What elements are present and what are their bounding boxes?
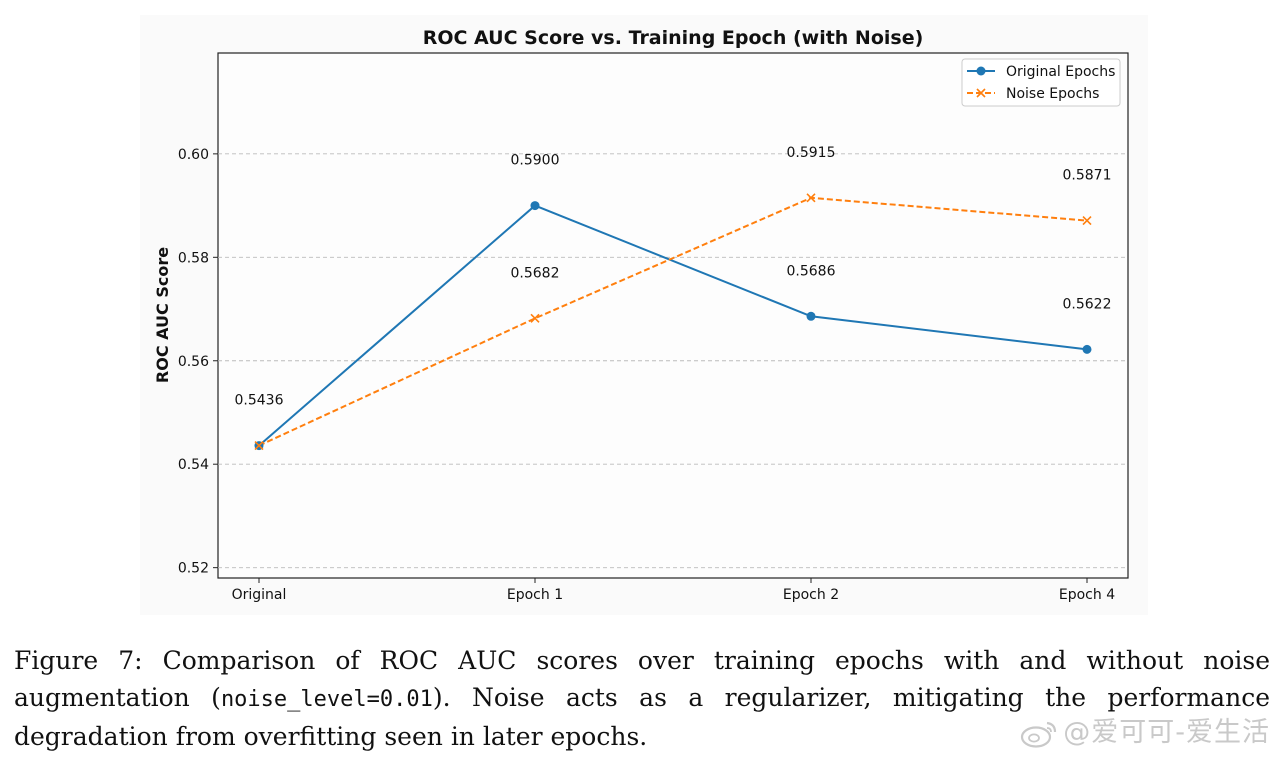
axis-ticks: 0.52 0.54 0.56 0.58 0.60 Original Epoch 1 Epoch… bbox=[178, 147, 1115, 603]
x-tick-label: Epoch 2 bbox=[783, 587, 839, 603]
y-tick-label: 0.52 bbox=[178, 561, 209, 577]
data-label-original: 0.5686 bbox=[787, 263, 836, 279]
legend-marker-noise bbox=[976, 88, 986, 98]
y-tick-label: 0.56 bbox=[178, 354, 209, 370]
x-tick-label: Epoch 4 bbox=[1059, 587, 1115, 603]
point-noise bbox=[806, 193, 816, 203]
y-tick-label: 0.58 bbox=[178, 250, 209, 266]
caption-suffix: ). Noise acts as a regularizer, mitigati… bbox=[14, 683, 1270, 751]
data-label-noise: 0.5682 bbox=[511, 265, 560, 281]
data-labels: 0.5436 0.5900 0.5686 0.5622 0.5682 0.5915 0.58… bbox=[235, 145, 1112, 409]
series-line-original bbox=[258, 204, 1088, 447]
x-tick-label: Epoch 1 bbox=[507, 587, 563, 603]
weibo-logo-icon bbox=[1021, 721, 1057, 748]
caption-prefix: Figure 7: Comparison of ROC AUC scores o… bbox=[14, 646, 1270, 712]
data-label-original: 0.5622 bbox=[1063, 296, 1112, 312]
point-original bbox=[530, 201, 540, 211]
legend-marker-original bbox=[976, 66, 986, 76]
point-noise bbox=[254, 441, 264, 451]
plot-area bbox=[217, 52, 1129, 579]
data-label-original: 0.5900 bbox=[511, 153, 560, 169]
y-tick-label: 0.54 bbox=[178, 457, 209, 473]
data-label-noise: 0.5915 bbox=[787, 145, 836, 161]
data-label-noise: 0.5871 bbox=[1063, 168, 1112, 184]
point-original bbox=[1082, 344, 1092, 354]
data-label-original: 0.5436 bbox=[235, 393, 284, 409]
watermark-text: @爱可可-爱生活 bbox=[1063, 717, 1270, 748]
legend-box bbox=[961, 58, 1121, 107]
chart-title: ROC AUC Score vs. Training Epoch (with N… bbox=[423, 27, 924, 49]
watermark: @爱可可-爱生活 bbox=[1019, 710, 1270, 749]
figure-caption: Figure 7: Comparison of ROC AUC scores o… bbox=[14, 642, 1270, 755]
legend-label-original: Original Epochs bbox=[1006, 64, 1115, 80]
caption-code: noise_level=0.01 bbox=[220, 687, 433, 712]
y-axis-label: ROC AUC Score bbox=[153, 247, 172, 383]
series-layer bbox=[254, 193, 1092, 451]
legend: Original Epochs Noise Epochs bbox=[961, 58, 1121, 107]
point-noise bbox=[530, 313, 540, 323]
y-tick-label: 0.60 bbox=[178, 147, 209, 163]
x-tick-label: Original bbox=[232, 587, 287, 603]
legend-label-noise: Noise Epochs bbox=[1006, 86, 1099, 102]
series-line-noise bbox=[258, 196, 1088, 447]
point-noise bbox=[1082, 216, 1092, 226]
point-original bbox=[806, 311, 816, 321]
